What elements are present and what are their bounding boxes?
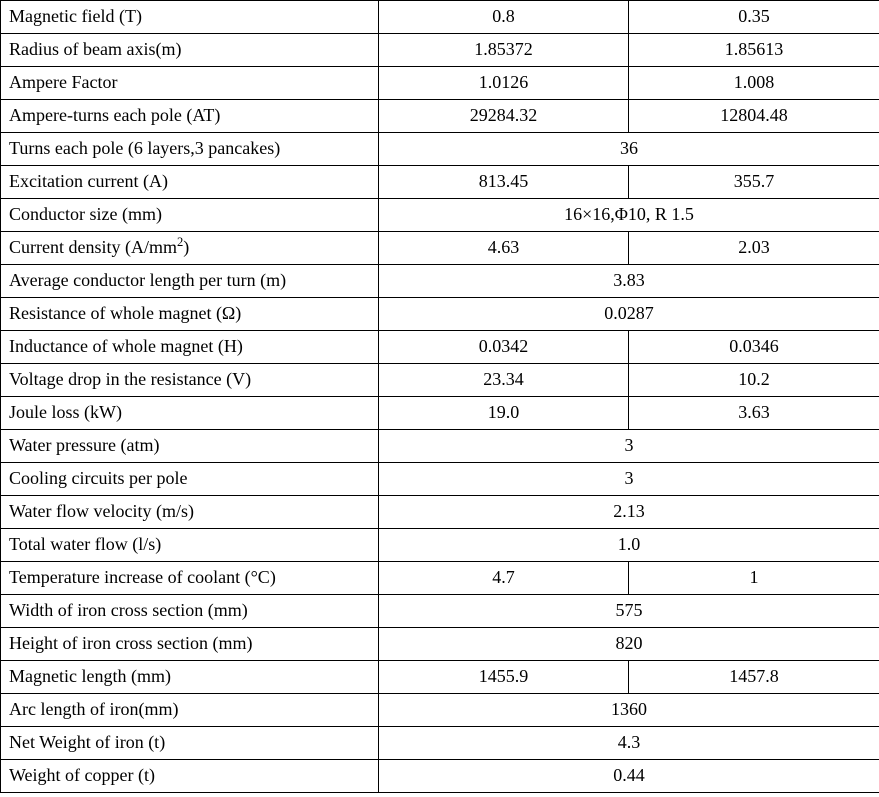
table-row: Height of iron cross section (mm)820 [1,628,879,661]
parameter-value-a: 4.7 [379,562,629,595]
parameter-label: Excitation current (A) [1,166,379,199]
table-row: Ampere-turns each pole (AT)29284.3212804… [1,100,879,133]
parameter-label: Cooling circuits per pole [1,463,379,496]
parameter-value: 3 [379,430,879,463]
parameter-value: 3.83 [379,265,879,298]
parameter-value: 0.44 [379,760,879,793]
parameter-table: Magnetic field (T)0.80.35Radius of beam … [0,0,879,793]
parameter-value-a: 19.0 [379,397,629,430]
parameter-value-b: 1.008 [629,67,879,100]
table-row: Average conductor length per turn (m)3.8… [1,265,879,298]
table-row: Conductor size (mm)16×16,Φ10, R 1.5 [1,199,879,232]
parameter-value-b: 0.0346 [629,331,879,364]
parameter-value: 3 [379,463,879,496]
parameter-value-b: 3.63 [629,397,879,430]
parameter-label: Conductor size (mm) [1,199,379,232]
table-row: Voltage drop in the resistance (V)23.341… [1,364,879,397]
parameter-label: Water flow velocity (m/s) [1,496,379,529]
parameter-label: Net Weight of iron (t) [1,727,379,760]
parameter-value-b: 1457.8 [629,661,879,694]
table-row: Turns each pole (6 layers,3 pancakes)36 [1,133,879,166]
parameter-label: Width of iron cross section (mm) [1,595,379,628]
parameter-value-a: 813.45 [379,166,629,199]
table-row: Cooling circuits per pole3 [1,463,879,496]
parameter-value-b: 1 [629,562,879,595]
parameter-value-a: 1455.9 [379,661,629,694]
parameter-value-a: 1.0126 [379,67,629,100]
table-row: Arc length of iron(mm)1360 [1,694,879,727]
parameter-label: Total water flow (l/s) [1,529,379,562]
parameter-label: Ampere Factor [1,67,379,100]
parameter-value-b: 12804.48 [629,100,879,133]
parameter-value-a: 0.8 [379,1,629,34]
parameter-value-a: 4.63 [379,232,629,265]
parameter-label: Radius of beam axis(m) [1,34,379,67]
parameter-label: Current density (A/mm2) [1,232,379,265]
parameter-value: 575 [379,595,879,628]
parameter-label: Resistance of whole magnet (Ω) [1,298,379,331]
parameter-label: Weight of copper (t) [1,760,379,793]
parameter-value: 1.0 [379,529,879,562]
parameter-label: Water pressure (atm) [1,430,379,463]
parameter-value-b: 0.35 [629,1,879,34]
parameter-value-b: 1.85613 [629,34,879,67]
parameter-label: Arc length of iron(mm) [1,694,379,727]
table-row: Weight of copper (t)0.44 [1,760,879,793]
parameter-label: Magnetic field (T) [1,1,379,34]
table-row: Resistance of whole magnet (Ω)0.0287 [1,298,879,331]
parameter-label: Ampere-turns each pole (AT) [1,100,379,133]
parameter-value-a: 29284.32 [379,100,629,133]
parameter-label: Height of iron cross section (mm) [1,628,379,661]
table-row: Joule loss (kW)19.03.63 [1,397,879,430]
parameter-label: Turns each pole (6 layers,3 pancakes) [1,133,379,166]
table-row: Net Weight of iron (t)4.3 [1,727,879,760]
table-row: Total water flow (l/s)1.0 [1,529,879,562]
parameter-label: Magnetic length (mm) [1,661,379,694]
table-row: Width of iron cross section (mm)575 [1,595,879,628]
parameter-value: 0.0287 [379,298,879,331]
parameter-value-a: 0.0342 [379,331,629,364]
table-row: Excitation current (A)813.45355.7 [1,166,879,199]
table-row: Water flow velocity (m/s)2.13 [1,496,879,529]
parameter-value: 36 [379,133,879,166]
table-row: Water pressure (atm)3 [1,430,879,463]
table-row: Radius of beam axis(m)1.853721.85613 [1,34,879,67]
parameter-label: Voltage drop in the resistance (V) [1,364,379,397]
parameter-value-a: 23.34 [379,364,629,397]
table-row: Temperature increase of coolant (°C)4.71 [1,562,879,595]
table-row: Ampere Factor1.01261.008 [1,67,879,100]
parameter-table-container: Magnetic field (T)0.80.35Radius of beam … [0,0,879,793]
table-row: Inductance of whole magnet (H)0.03420.03… [1,331,879,364]
parameter-value-a: 1.85372 [379,34,629,67]
parameter-value-b: 355.7 [629,166,879,199]
parameter-value-b: 2.03 [629,232,879,265]
parameter-label: Inductance of whole magnet (H) [1,331,379,364]
parameter-label: Joule loss (kW) [1,397,379,430]
parameter-value: 16×16,Φ10, R 1.5 [379,199,879,232]
table-row: Magnetic field (T)0.80.35 [1,1,879,34]
parameter-label: Temperature increase of coolant (°C) [1,562,379,595]
table-row: Current density (A/mm2)4.632.03 [1,232,879,265]
parameter-value: 4.3 [379,727,879,760]
parameter-value: 2.13 [379,496,879,529]
parameter-value: 1360 [379,694,879,727]
parameter-label: Average conductor length per turn (m) [1,265,379,298]
parameter-value: 820 [379,628,879,661]
table-row: Magnetic length (mm)1455.91457.8 [1,661,879,694]
parameter-value-b: 10.2 [629,364,879,397]
